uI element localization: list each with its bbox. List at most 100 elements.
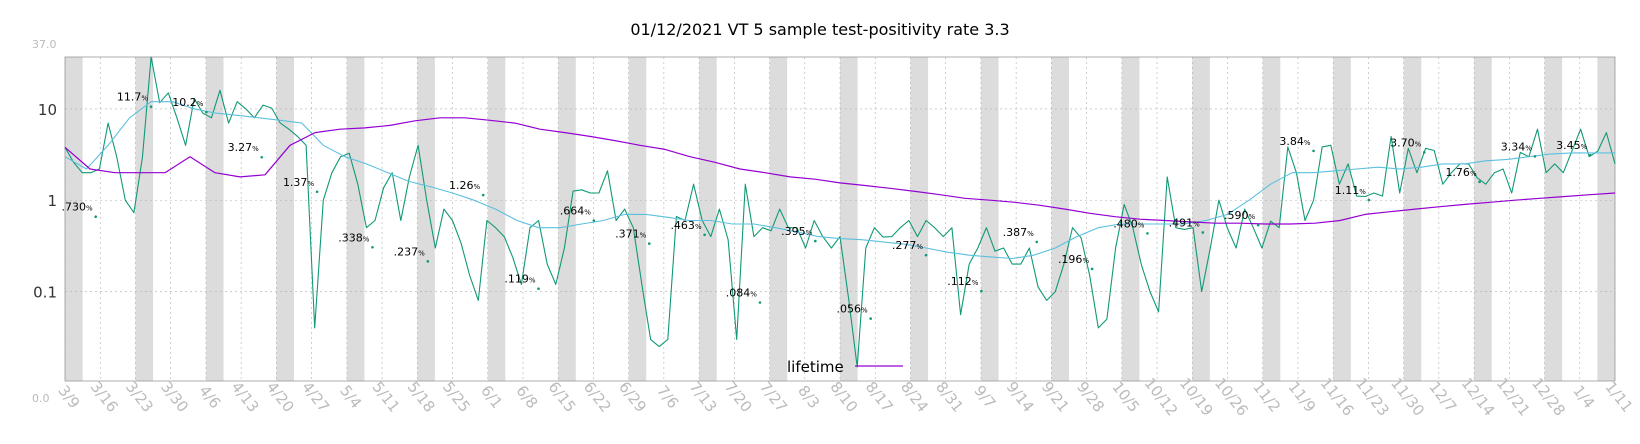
x-tick-label: 3/9 bbox=[54, 382, 83, 412]
x-tick-label: 4/20 bbox=[263, 378, 298, 416]
annotation-unit: % bbox=[1193, 220, 1200, 228]
annotation-point bbox=[758, 301, 762, 304]
shade-band bbox=[1597, 57, 1615, 381]
shade-band bbox=[910, 57, 929, 381]
annotation-unit: % bbox=[141, 95, 148, 103]
series-lines bbox=[64, 56, 1616, 368]
x-tick-label: 5/18 bbox=[404, 378, 439, 416]
value-annotation: 1.11% bbox=[1335, 184, 1367, 197]
annotation-unit: % bbox=[861, 307, 868, 315]
value-annotation: 1.37% bbox=[283, 176, 315, 189]
annotation-point bbox=[1422, 151, 1426, 154]
y-tick-labels: 10 1 0.1 bbox=[33, 101, 57, 302]
annotation-point bbox=[149, 105, 153, 108]
value-annotation: 11.7% bbox=[117, 91, 149, 104]
annotation-point bbox=[260, 155, 264, 159]
annotation-point bbox=[1367, 198, 1371, 202]
shade-band bbox=[346, 57, 365, 381]
y-bottom-label: 0.0 bbox=[32, 392, 50, 405]
x-tick-label: 6/22 bbox=[580, 378, 615, 416]
x-tick-label: 8/10 bbox=[826, 378, 861, 416]
x-tick-label: 7/20 bbox=[721, 378, 756, 416]
x-tick-label: 9/21 bbox=[1038, 378, 1073, 416]
value-annotation: .196% bbox=[1058, 253, 1090, 266]
shade-band bbox=[135, 57, 154, 381]
value-annotation: 3.70% bbox=[1390, 136, 1422, 149]
x-tick-label: 6/29 bbox=[615, 378, 650, 416]
annotation-unit: % bbox=[695, 223, 702, 231]
shade-band bbox=[1192, 57, 1210, 381]
annotation-point bbox=[1090, 267, 1094, 271]
shade-band bbox=[65, 57, 83, 381]
annotation-unit: % bbox=[1581, 143, 1588, 151]
annotation-point bbox=[205, 110, 208, 114]
chart-title: 01/12/2021 VT 5 sample test-positivity r… bbox=[630, 20, 1009, 39]
shade-band bbox=[1121, 57, 1140, 381]
shade-band bbox=[1333, 57, 1351, 381]
x-tick-label: 11/2 bbox=[1249, 378, 1284, 416]
x-tick-label: 9/14 bbox=[1003, 378, 1038, 416]
annotation-point bbox=[315, 190, 319, 194]
y-tick-label: 10 bbox=[38, 101, 57, 119]
x-tick-label: 8/31 bbox=[932, 378, 967, 416]
x-tick-label: 5/25 bbox=[439, 378, 474, 416]
shade-band bbox=[487, 57, 506, 381]
annotation-unit: % bbox=[1027, 230, 1034, 238]
shade-band bbox=[840, 57, 858, 381]
annotation-point bbox=[869, 317, 872, 320]
x-tick-label: 9/28 bbox=[1073, 378, 1108, 416]
value-annotation: 3.45% bbox=[1556, 139, 1588, 152]
annotation-point bbox=[1256, 223, 1260, 227]
x-tick-label: 4/13 bbox=[228, 378, 263, 416]
value-annotation: .480% bbox=[1113, 217, 1145, 230]
annotation-unit: % bbox=[640, 232, 647, 240]
value-annotations: .730% 11.7% 10.2% 3.27% 1.37% .338% .237% 1.26%… bbox=[62, 91, 1592, 320]
shade-band bbox=[1051, 57, 1069, 381]
annotation-point bbox=[814, 239, 817, 243]
annotation-unit: % bbox=[1249, 213, 1256, 221]
value-annotation: .590% bbox=[1224, 209, 1256, 222]
x-tick-label: 7/6 bbox=[653, 382, 682, 412]
annotation-unit: % bbox=[1470, 170, 1477, 178]
annotation-point bbox=[426, 260, 430, 263]
legend: lifetime bbox=[787, 358, 903, 376]
x-tick-label: 6/8 bbox=[512, 382, 541, 412]
legend-label-lifetime: lifetime bbox=[787, 358, 844, 376]
annotation-unit: % bbox=[474, 183, 481, 191]
annotation-point bbox=[1589, 153, 1592, 157]
annotation-unit: % bbox=[197, 100, 204, 108]
annotation-point bbox=[537, 287, 540, 290]
series-line-daily bbox=[64, 56, 1616, 368]
x-tick-label: 4/6 bbox=[195, 382, 224, 412]
annotation-point bbox=[592, 219, 596, 222]
x-tick-label: 1/11 bbox=[1601, 378, 1636, 416]
annotation-unit: % bbox=[1415, 140, 1422, 148]
value-annotation: .119% bbox=[504, 273, 536, 286]
x-tick-label: 7/27 bbox=[756, 378, 791, 416]
plot-frame bbox=[64, 56, 1616, 382]
shade-band bbox=[276, 57, 294, 381]
x-tick-label: 10/5 bbox=[1108, 378, 1143, 416]
value-annotation: 3.84% bbox=[1279, 135, 1311, 148]
value-annotation: .664% bbox=[560, 204, 592, 217]
value-annotation: .730% bbox=[62, 201, 94, 214]
annotation-unit: % bbox=[363, 235, 370, 243]
annotation-unit: % bbox=[1304, 139, 1311, 147]
value-annotation: 3.34% bbox=[1501, 140, 1533, 153]
annotation-point bbox=[924, 253, 928, 257]
annotation-point bbox=[371, 245, 374, 249]
annotation-point bbox=[703, 233, 706, 237]
x-tick-label: 11/9 bbox=[1284, 378, 1319, 416]
value-annotation: .395% bbox=[781, 225, 813, 238]
annotation-unit: % bbox=[1082, 257, 1089, 265]
annotation-unit: % bbox=[307, 180, 314, 188]
shade-band bbox=[417, 57, 435, 381]
x-tick-label: 3/30 bbox=[157, 378, 192, 416]
value-annotation: .112% bbox=[947, 275, 979, 288]
annotation-unit: % bbox=[529, 277, 536, 285]
annotation-point bbox=[1312, 149, 1315, 153]
x-tick-label: 8/3 bbox=[794, 382, 823, 412]
shade-band bbox=[699, 57, 717, 381]
